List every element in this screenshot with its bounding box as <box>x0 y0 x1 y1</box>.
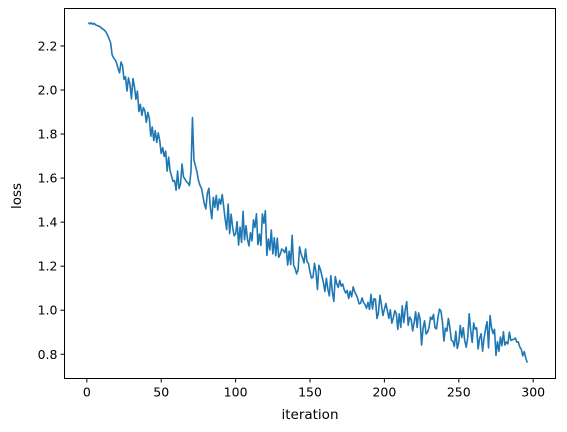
y-tick-label: 1.0 <box>38 303 58 318</box>
y-tick-label: 1.2 <box>38 259 58 274</box>
plot-area <box>87 22 528 363</box>
x-tick-label: 150 <box>298 385 322 400</box>
y-axis-ticks: 0.8 1.0 1.2 1.4 1.6 1.8 2.0 2.2 <box>38 38 65 362</box>
x-axis-label: iteration <box>281 407 338 423</box>
x-tick-label: 0 <box>83 385 91 400</box>
x-tick-label: 100 <box>224 385 248 400</box>
y-tick-label: 1.4 <box>38 215 58 230</box>
y-axis-label: loss <box>9 183 25 209</box>
x-tick-label: 200 <box>372 385 396 400</box>
y-tick-label: 0.8 <box>38 347 58 362</box>
y-tick-label: 1.6 <box>38 171 58 186</box>
y-tick-label: 2.0 <box>38 82 58 97</box>
loss-series-line <box>87 22 528 363</box>
axes-frame <box>64 8 556 379</box>
y-tick-label: 2.2 <box>38 38 58 53</box>
x-tick-label: 50 <box>153 385 169 400</box>
x-tick-label: 250 <box>447 385 471 400</box>
x-tick-label: 300 <box>521 385 545 400</box>
y-tick-label: 1.8 <box>38 127 58 142</box>
x-axis-ticks: 0 50 100 150 200 250 300 <box>83 378 545 400</box>
